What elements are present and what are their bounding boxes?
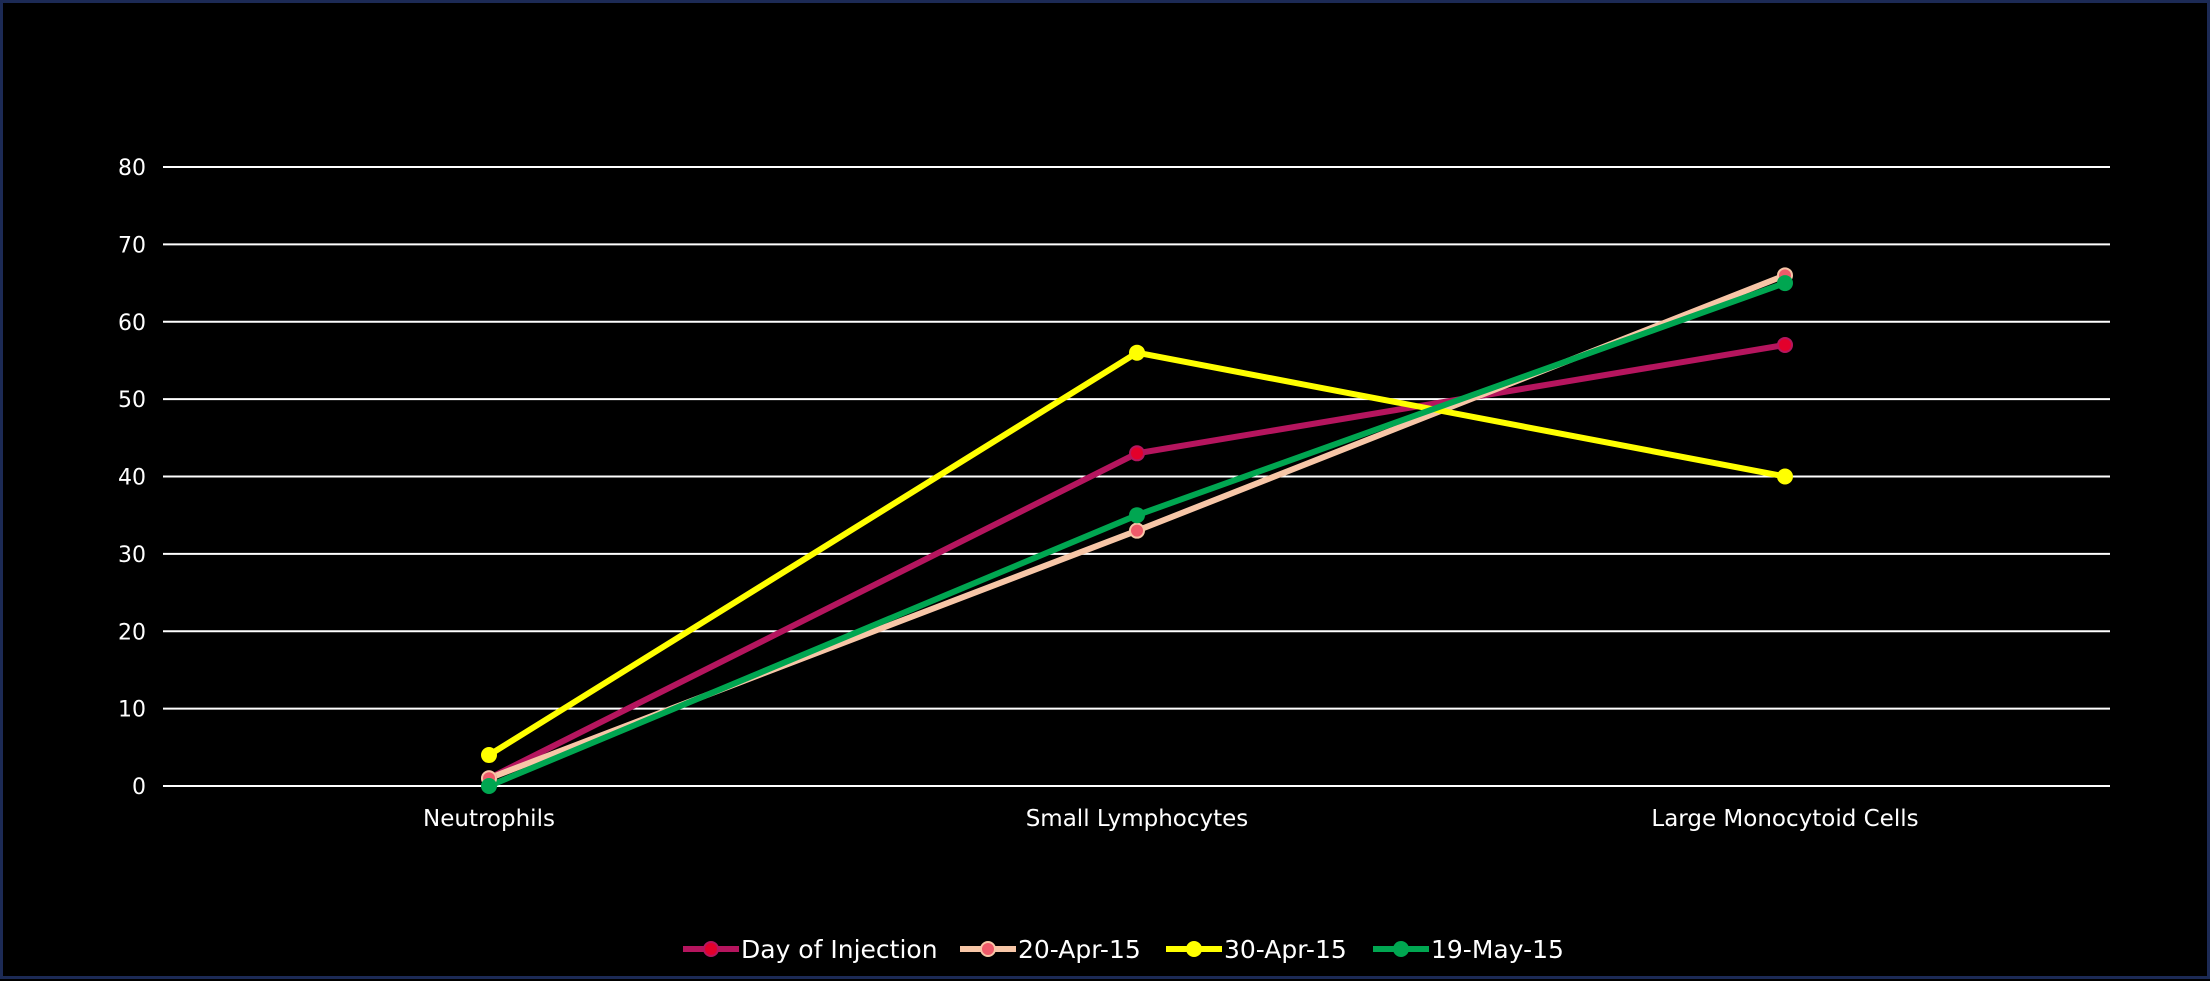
- data-point: [1129, 522, 1145, 539]
- legend-item: 20-Apr-15: [960, 935, 1141, 964]
- x-axis-category-labels: Neutrophils Small Lymphocytes Large Monocy…: [423, 806, 1919, 832]
- y-axis-tick-labels: 0 10 20 30 40 50 60 70 80: [118, 156, 146, 800]
- legend-marker-swatch: [703, 941, 719, 957]
- legend-label: 19-May-15: [1431, 935, 1564, 964]
- y-tick-label-10: 10: [118, 698, 146, 723]
- data-point: [481, 747, 497, 764]
- x-category-label: Small Lymphocytes: [1026, 806, 1249, 832]
- data-point: [1777, 336, 1793, 353]
- y-tick-label-70: 70: [118, 233, 146, 258]
- data-point: [1777, 468, 1793, 485]
- legend: Day of Injection 20-Apr-15 30-Apr-15 19-May…: [683, 935, 1564, 964]
- y-tick-label-40: 40: [118, 466, 146, 491]
- data-point: [1129, 445, 1145, 462]
- y-tick-label-30: 30: [118, 543, 146, 568]
- data-point: [1129, 344, 1145, 361]
- line-chart: 0 10 20 30 40 50 60 70 80 Neutrophils Small Lymph…: [118, 156, 2110, 964]
- y-tick-label-0: 0: [132, 775, 146, 800]
- legend-marker-swatch: [980, 941, 996, 957]
- y-tick-label-60: 60: [118, 311, 146, 336]
- y-tick-label-80: 80: [118, 156, 146, 181]
- data-point: [1777, 275, 1793, 292]
- y-tick-label-20: 20: [118, 620, 146, 645]
- y-tick-label-50: 50: [118, 388, 146, 413]
- series-line-0: [486, 341, 1788, 782]
- x-category-label: Large Monocytoid Cells: [1651, 806, 1918, 832]
- legend-marker-swatch: [1393, 941, 1409, 957]
- data-point: [1129, 507, 1145, 524]
- legend-label: Day of Injection: [741, 935, 938, 964]
- legend-label: 20-Apr-15: [1018, 935, 1141, 964]
- legend-item: 30-Apr-15: [1166, 935, 1347, 964]
- gridlines: [163, 166, 2110, 787]
- legend-label: 30-Apr-15: [1224, 935, 1347, 964]
- legend-marker-swatch: [1186, 941, 1202, 957]
- x-category-label: Neutrophils: [423, 806, 555, 832]
- series-markers: [481, 267, 1793, 794]
- legend-item: Day of Injection: [683, 935, 938, 964]
- data-point: [481, 778, 497, 794]
- legend-item: 19-May-15: [1373, 935, 1564, 964]
